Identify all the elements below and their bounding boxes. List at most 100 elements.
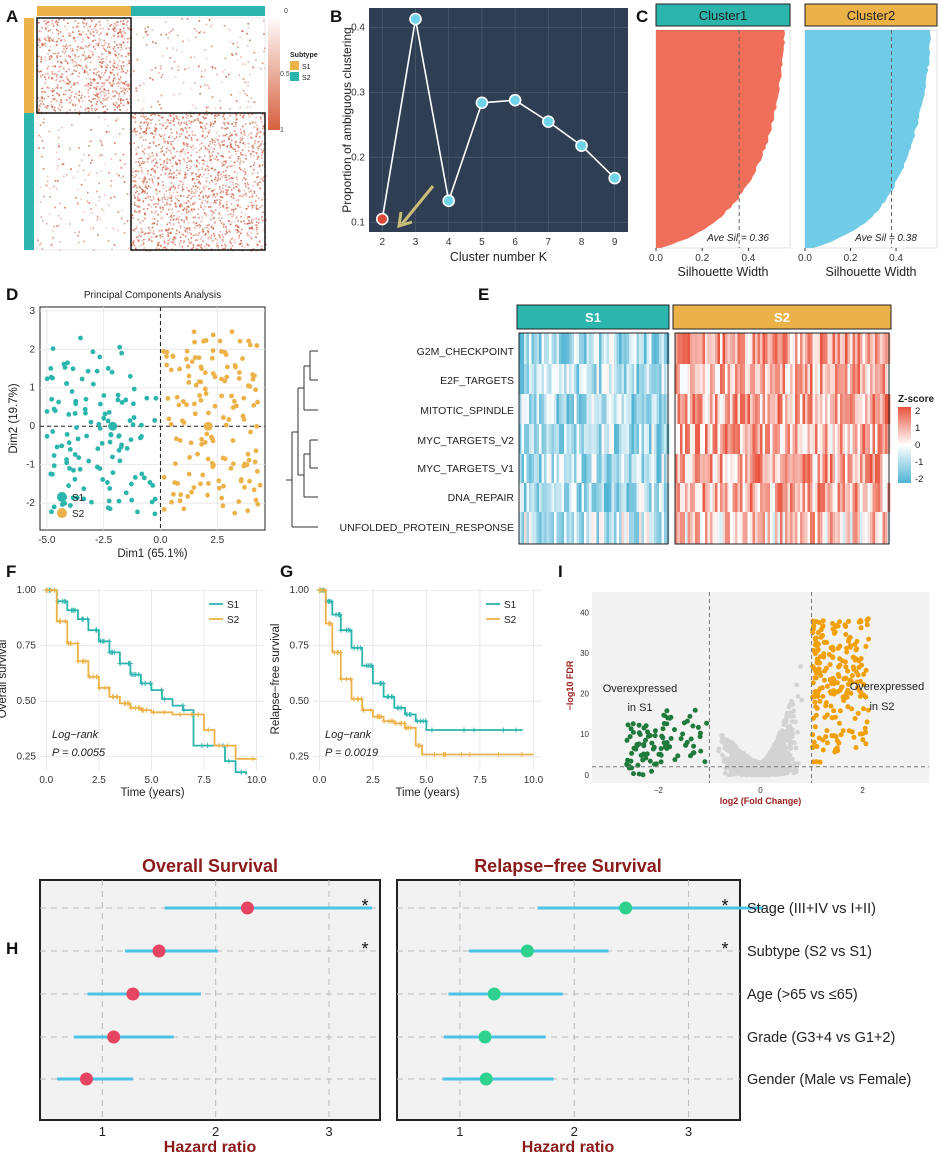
censor-mark: [94, 674, 100, 680]
pca-point-s1: [81, 486, 87, 492]
heatmap-cell: [611, 512, 615, 544]
heatmap-cell: [604, 394, 607, 424]
heatmap-cell: [677, 512, 681, 544]
heatmap-cell: [566, 333, 570, 364]
heatmap-cell: [865, 512, 868, 544]
heatmap-cell: [780, 512, 783, 544]
consensus-cell: [53, 206, 56, 209]
consensus-cell: [37, 76, 39, 79]
consensus-cell: [162, 208, 164, 211]
heatmap-cell: [837, 333, 841, 364]
consensus-cell: [52, 98, 54, 100]
consensus-cell: [103, 82, 105, 84]
censor-mark: [351, 696, 357, 702]
consensus-cell: [233, 121, 235, 123]
consensus-cell: [144, 27, 146, 30]
heatmap-cell: [579, 394, 582, 424]
heatmap-cell: [559, 424, 562, 454]
consensus-cell: [253, 192, 255, 195]
heatmap-cell: [680, 333, 683, 364]
consensus-cell: [170, 173, 173, 175]
consensus-cell: [223, 243, 226, 245]
heatmap-cell: [544, 512, 547, 544]
heatmap-cell: [747, 364, 751, 394]
consensus-cell: [147, 157, 150, 160]
consensus-cell: [114, 30, 116, 33]
heatmap-cell: [740, 512, 743, 544]
heatmap-cell: [732, 333, 736, 364]
consensus-cell: [155, 189, 157, 191]
consensus-cell: [235, 144, 237, 147]
consensus-cell: [112, 25, 115, 27]
heatmap-cell: [857, 483, 861, 512]
heatmap-cell: [634, 424, 637, 454]
consensus-cell: [66, 174, 68, 176]
heatmap-cell: [601, 333, 605, 364]
consensus-cell: [212, 139, 215, 142]
y-tick-label: 0.75: [290, 641, 310, 652]
consensus-cell: [131, 116, 133, 119]
consensus-cell: [228, 165, 230, 167]
heatmap-cell: [780, 364, 783, 394]
heatmap-cell: [644, 333, 647, 364]
heatmap-cell: [795, 364, 798, 394]
consensus-cell: [194, 82, 196, 84]
consensus-cell: [164, 140, 166, 143]
consensus-cell: [160, 236, 162, 239]
consensus-cell: [147, 170, 149, 172]
consensus-cell: [190, 233, 192, 235]
consensus-cell: [114, 109, 116, 111]
heatmap-cell: [529, 394, 532, 424]
consensus-cell: [241, 211, 243, 214]
consensus-cell: [133, 142, 135, 144]
consensus-cell: [220, 222, 223, 225]
consensus-cell: [191, 116, 193, 118]
consensus-cell: [197, 213, 199, 215]
consensus-cell: [96, 85, 99, 88]
consensus-cell: [259, 240, 261, 243]
consensus-cell: [104, 44, 106, 46]
heatmap-cell: [770, 364, 773, 394]
consensus-cell: [120, 90, 123, 93]
heatmap-cell: [845, 394, 848, 424]
consensus-cell: [147, 124, 149, 126]
consensus-cell: [73, 65, 75, 68]
consensus-cell: [161, 201, 164, 203]
heatmap-cell: [857, 454, 861, 483]
consensus-cell: [158, 133, 161, 136]
consensus-cell: [46, 175, 49, 178]
consensus-cell: [163, 134, 166, 136]
consensus-cell: [242, 142, 244, 145]
consensus-cell: [170, 216, 173, 218]
consensus-cell: [66, 28, 68, 31]
consensus-cell: [215, 182, 218, 185]
consensus-cell: [135, 191, 137, 194]
consensus-cell: [110, 23, 113, 26]
consensus-cell: [192, 203, 195, 205]
heatmap-cell: [747, 483, 751, 512]
pca-point-s1: [152, 511, 158, 517]
heatmap-cell: [825, 424, 828, 454]
consensus-cell: [98, 116, 100, 118]
consensus-cell: [241, 245, 243, 247]
heatmap-cell: [852, 424, 856, 454]
consensus-cell: [201, 159, 203, 161]
consensus-cell: [249, 136, 252, 139]
consensus-cell: [169, 122, 172, 124]
consensus-cell: [169, 162, 172, 164]
consensus-cell: [230, 189, 233, 191]
consensus-cell: [207, 238, 210, 241]
pca-point-s1: [75, 436, 81, 442]
consensus-cell: [59, 217, 62, 220]
heatmap-cell: [634, 394, 637, 424]
scale-tick: 0.5: [280, 71, 290, 78]
heatmap-cell: [629, 424, 632, 454]
consensus-cell: [249, 122, 251, 125]
consensus-cell: [69, 109, 71, 111]
consensus-cell: [100, 58, 103, 61]
heatmap-cell: [519, 394, 522, 424]
consensus-cell: [110, 36, 113, 39]
heatmap-cell: [875, 333, 878, 364]
consensus-cell: [203, 31, 206, 34]
heatmap-cell: [629, 512, 632, 544]
